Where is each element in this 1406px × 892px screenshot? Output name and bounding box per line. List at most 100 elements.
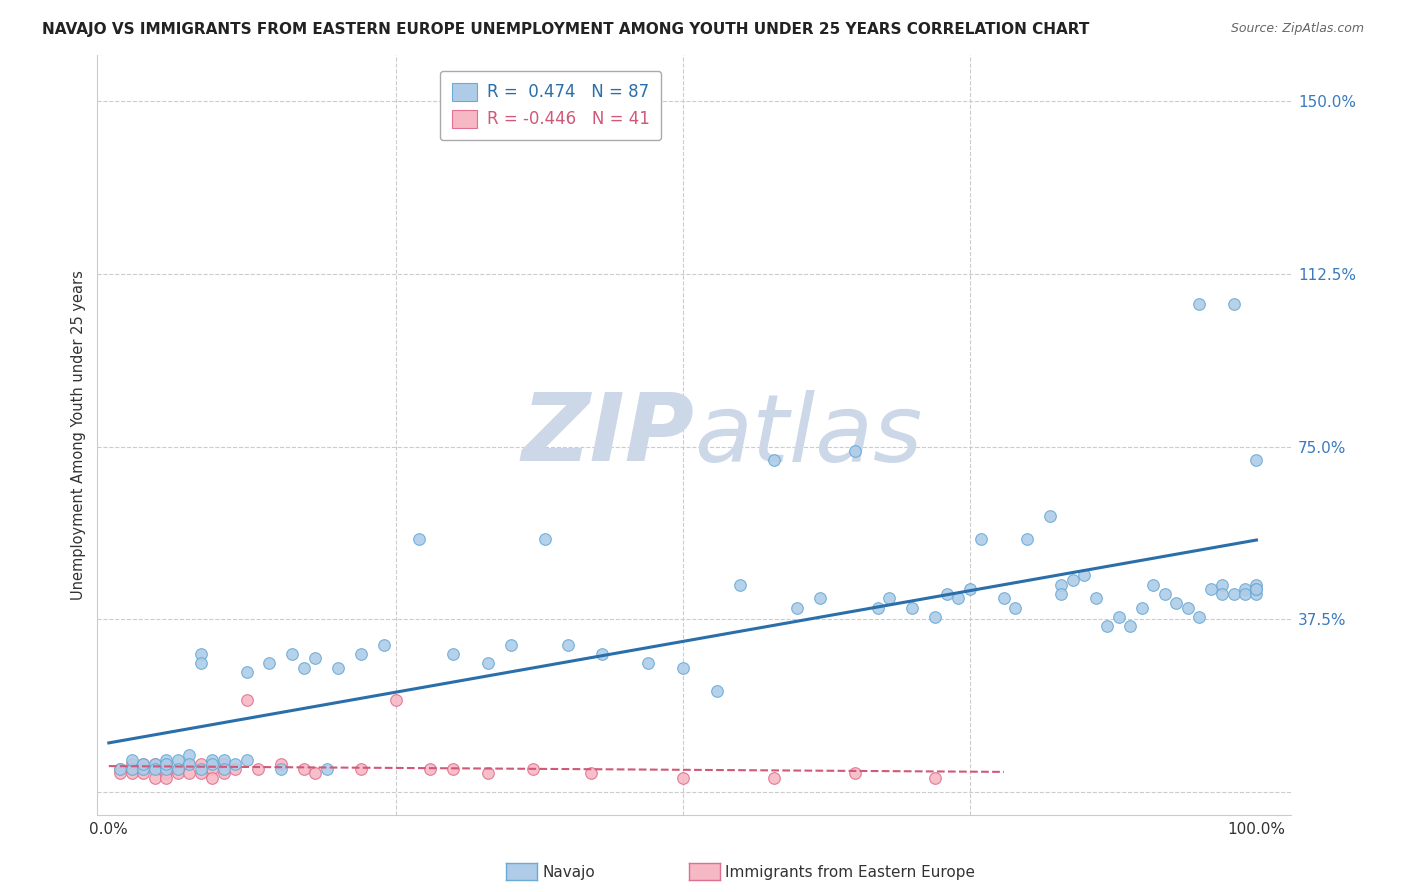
Text: ZIP: ZIP: [522, 389, 695, 481]
Point: [728, 577, 751, 591]
Point: [1015, 532, 1038, 546]
Point: [235, 665, 257, 680]
Y-axis label: Unemployment Among Youth under 25 years: Unemployment Among Youth under 25 years: [72, 270, 86, 600]
Point: [901, 600, 924, 615]
Point: [1188, 610, 1211, 624]
Point: [1084, 591, 1107, 606]
Point: [993, 591, 1015, 606]
Point: [155, 757, 177, 772]
Point: [924, 610, 946, 624]
Text: Immigrants from Eastern Europe: Immigrants from Eastern Europe: [725, 865, 976, 880]
Point: [212, 757, 235, 772]
Point: [1166, 596, 1188, 610]
Point: [166, 762, 188, 776]
Point: [143, 757, 166, 772]
Point: [946, 591, 969, 606]
Point: [1246, 577, 1268, 591]
Text: NAVAJO VS IMMIGRANTS FROM EASTERN EUROPE UNEMPLOYMENT AMONG YOUTH UNDER 25 YEARS: NAVAJO VS IMMIGRANTS FROM EASTERN EUROPE…: [42, 22, 1090, 37]
Point: [121, 762, 143, 776]
Point: [373, 638, 395, 652]
Point: [970, 532, 993, 546]
Point: [1246, 453, 1268, 467]
Point: [1222, 587, 1244, 601]
Point: [143, 762, 166, 776]
Point: [270, 757, 292, 772]
Point: [259, 656, 281, 670]
Point: [166, 753, 188, 767]
Point: [155, 771, 177, 785]
Legend: R =  0.474   N = 87, R = -0.446   N = 41: R = 0.474 N = 87, R = -0.446 N = 41: [440, 71, 661, 140]
Point: [110, 762, 132, 776]
Point: [110, 762, 132, 776]
Point: [477, 656, 499, 670]
Point: [1073, 568, 1095, 582]
Point: [212, 766, 235, 780]
Point: [270, 762, 292, 776]
Point: [1130, 600, 1153, 615]
Point: [441, 762, 464, 776]
Point: [672, 771, 695, 785]
Point: [235, 693, 257, 707]
Point: [672, 660, 695, 674]
Point: [155, 762, 177, 776]
Point: [143, 771, 166, 785]
Point: [477, 766, 499, 780]
Point: [441, 647, 464, 661]
Point: [522, 762, 544, 776]
Point: [808, 591, 831, 606]
Point: [1039, 508, 1062, 523]
Point: [190, 757, 212, 772]
Point: [1108, 610, 1130, 624]
Point: [763, 771, 786, 785]
Point: [534, 532, 557, 546]
Point: [166, 762, 188, 776]
Point: [201, 771, 224, 785]
Text: Navajo: Navajo: [543, 865, 596, 880]
Point: [224, 757, 246, 772]
Point: [121, 762, 143, 776]
Point: [1188, 297, 1211, 311]
Point: [179, 766, 201, 780]
Point: [1062, 573, 1084, 587]
Point: [132, 757, 155, 772]
Point: [304, 766, 326, 780]
Point: [304, 651, 326, 665]
Point: [877, 591, 900, 606]
Point: [1246, 582, 1268, 597]
Point: [121, 757, 143, 772]
Point: [557, 638, 579, 652]
Point: [844, 444, 866, 458]
Point: [121, 753, 143, 767]
Point: [212, 762, 235, 776]
Point: [143, 762, 166, 776]
Point: [1177, 600, 1199, 615]
Point: [786, 600, 808, 615]
Point: [1246, 582, 1268, 597]
Point: [201, 757, 224, 772]
Point: [155, 757, 177, 772]
Point: [315, 762, 337, 776]
Point: [247, 762, 270, 776]
Point: [384, 693, 406, 707]
Point: [959, 582, 981, 597]
Point: [281, 647, 304, 661]
Point: [1199, 582, 1222, 597]
Point: [706, 683, 728, 698]
Point: [201, 753, 224, 767]
Point: [179, 747, 201, 762]
Point: [224, 762, 246, 776]
Point: [155, 766, 177, 780]
Point: [166, 766, 188, 780]
Point: [212, 753, 235, 767]
Text: atlas: atlas: [695, 390, 922, 481]
Point: [866, 600, 889, 615]
Point: [1233, 582, 1256, 597]
Point: [190, 762, 212, 776]
Point: [132, 762, 155, 776]
Point: [155, 753, 177, 767]
Point: [179, 757, 201, 772]
Point: [190, 766, 212, 780]
Point: [132, 762, 155, 776]
Point: [143, 757, 166, 772]
Point: [350, 762, 373, 776]
